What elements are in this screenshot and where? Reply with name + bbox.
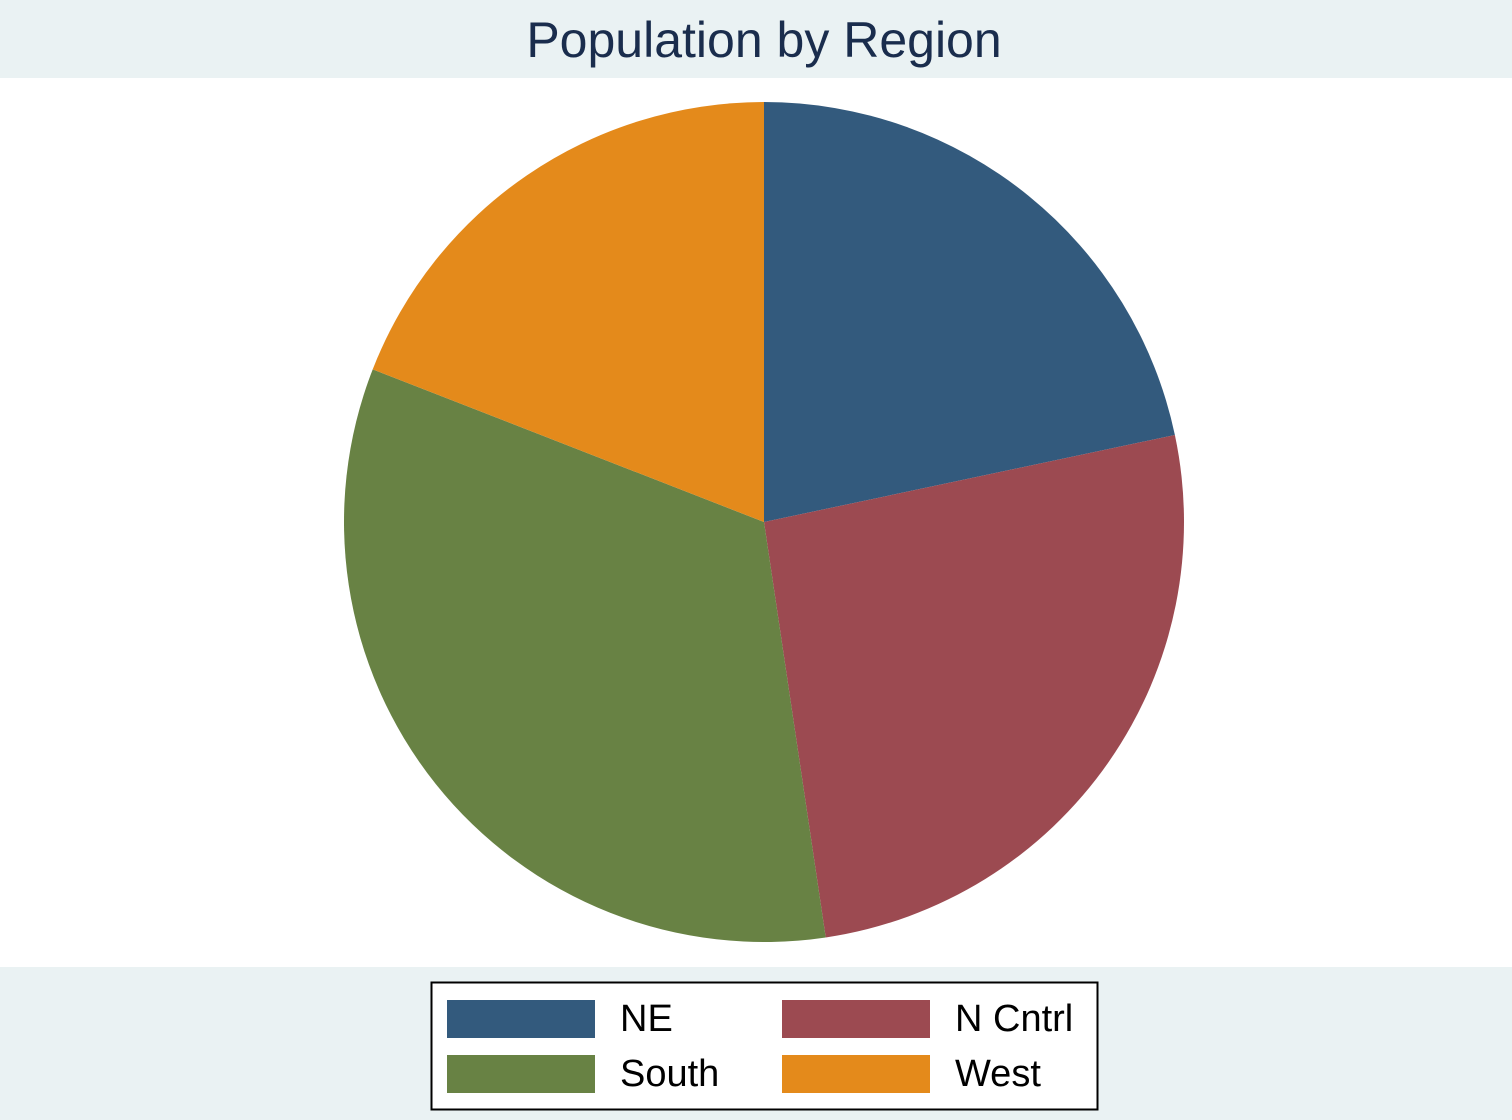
legend-label: N Cntrl — [955, 998, 1073, 1040]
legend-label: West — [955, 1053, 1041, 1095]
legend-label: NE — [620, 998, 673, 1040]
pie-slice — [372, 102, 764, 522]
pie-slice — [343, 369, 826, 942]
legend-swatch — [447, 1055, 595, 1093]
pie-slice — [764, 102, 1175, 522]
pie-slice — [764, 434, 1184, 938]
legend-label: South — [620, 1053, 719, 1095]
chart-title: Population by Region — [526, 12, 1001, 68]
legend-swatch — [782, 1000, 930, 1038]
legend-swatch — [782, 1055, 930, 1093]
legend-swatch — [447, 1000, 595, 1038]
